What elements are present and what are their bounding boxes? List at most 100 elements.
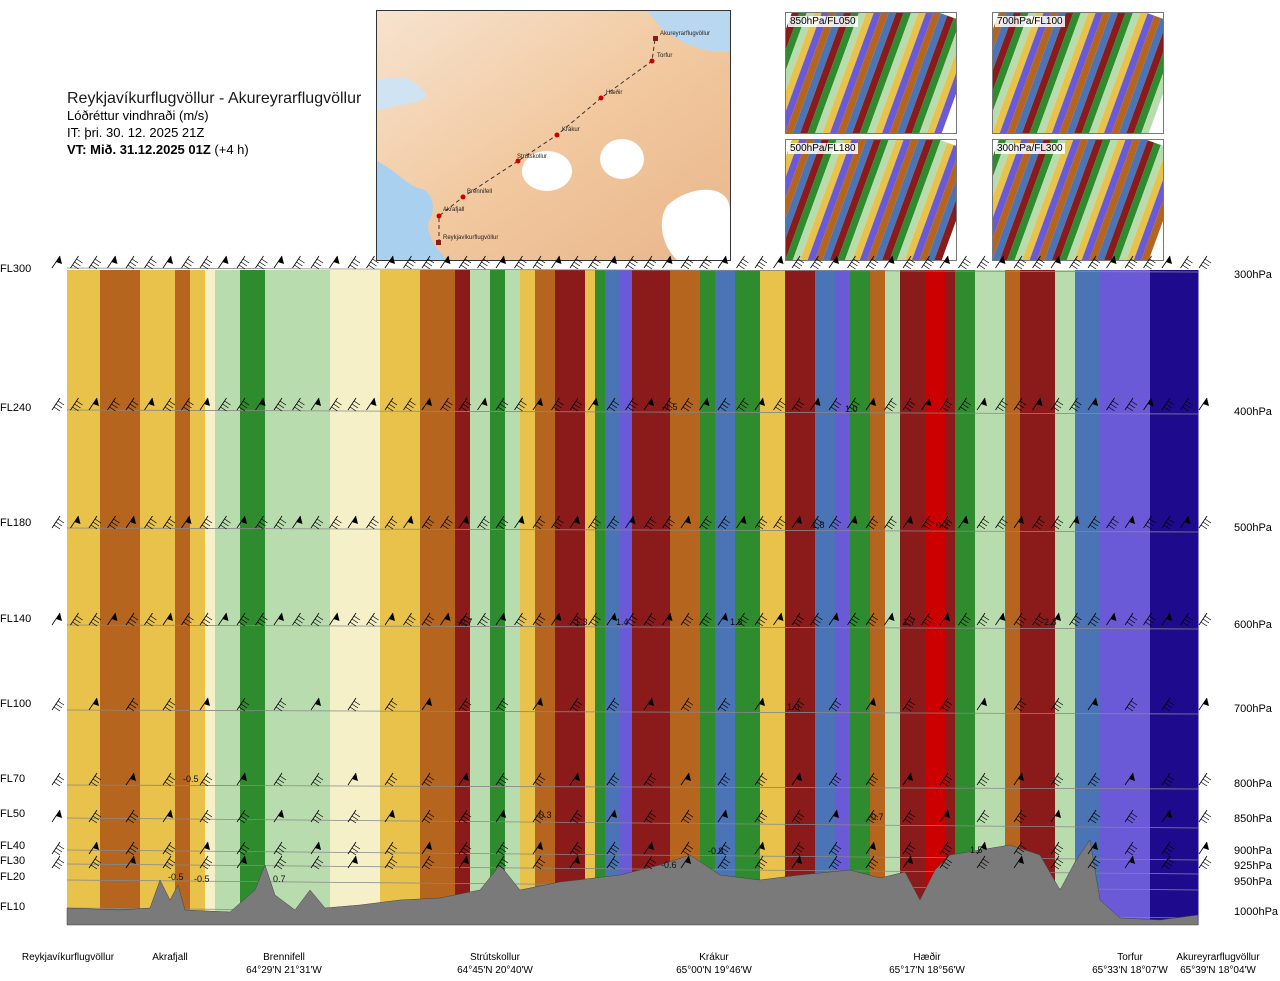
thumbnail-stripe — [993, 140, 1049, 260]
wind-barb — [310, 397, 321, 411]
wind-barb — [680, 397, 694, 412]
wind-barb — [162, 772, 176, 787]
thumbnail-stripe — [1050, 140, 1115, 260]
wind-barb — [273, 697, 287, 712]
wind-barb — [606, 612, 617, 626]
wind-barb — [181, 255, 194, 270]
wind-barb — [680, 855, 691, 869]
wind-barb — [717, 255, 728, 269]
wind-barb — [643, 397, 654, 411]
wind-barb — [1013, 841, 1027, 856]
wind-barb — [162, 697, 176, 712]
field-band — [67, 270, 101, 925]
wind-barb — [1032, 515, 1045, 530]
wind-barb — [865, 515, 879, 530]
wind-barb — [939, 772, 953, 787]
field-band — [470, 270, 491, 925]
thumbnail-stripe — [1115, 22, 1163, 133]
wind-barb — [1161, 255, 1172, 269]
wind-barb — [662, 255, 673, 269]
thumbnail-stripe — [1082, 13, 1148, 133]
wind-barb — [754, 612, 768, 627]
wind-barb — [477, 255, 490, 270]
map-label-torfur: Torfur — [657, 53, 672, 59]
wind-barb — [347, 255, 361, 270]
wind-barb — [1124, 697, 1138, 712]
thumbnail-700hpa[interactable]: 700hPa/FL100 — [992, 12, 1164, 134]
thumbnail-300hpa-svg — [993, 140, 1163, 260]
fl-label: FL20 — [0, 871, 26, 883]
location-name: Reykjavíkurflugvöllur — [21, 952, 115, 963]
thumbnail-stripe — [836, 140, 902, 260]
contour-value-label: 1.4 — [616, 617, 629, 627]
pressure-label: 1000hPa — [1234, 906, 1279, 918]
wind-barb — [1050, 841, 1064, 856]
wind-barb — [347, 855, 358, 869]
wind-barb — [588, 397, 599, 411]
fl-label: FL300 — [0, 263, 32, 275]
field-band — [535, 270, 556, 925]
wind-barb — [218, 397, 231, 412]
wind-barb — [699, 515, 712, 530]
wind-barb — [1161, 841, 1175, 856]
wind-barb — [1161, 397, 1175, 412]
wind-barb — [884, 255, 895, 269]
wind-barb — [680, 841, 694, 856]
wind-barb — [199, 397, 210, 411]
wind-barb — [199, 772, 213, 787]
thumbnail-stripe — [786, 140, 842, 260]
thumbnail-stripe — [849, 13, 915, 133]
wind-barb — [569, 772, 580, 786]
wind-barb — [125, 515, 136, 529]
field-band — [595, 270, 606, 925]
field-band — [975, 270, 1006, 925]
wind-barb — [569, 809, 583, 824]
wind-barb — [199, 855, 213, 870]
wind-barb — [902, 855, 913, 869]
wind-barb — [976, 855, 990, 870]
wind-barb — [1180, 255, 1193, 270]
wind-barb — [1161, 809, 1172, 823]
wind-barb — [495, 697, 509, 712]
wind-barb — [680, 612, 694, 627]
contour-value-label: 0.7 — [273, 874, 286, 884]
isobar-line — [66, 709, 1199, 715]
wind-barb — [939, 397, 953, 412]
thumbnail-stripe — [889, 15, 954, 133]
field-band — [215, 270, 241, 925]
contour-value-label: -0.5 — [194, 874, 210, 884]
wind-barb — [606, 841, 620, 856]
thumbnail-stripe — [1109, 147, 1163, 260]
wind-barb — [440, 397, 453, 412]
field-band — [785, 270, 816, 925]
thumbnail-850hpa[interactable]: 850hPa/FL050 — [785, 12, 957, 134]
thumbnail-300hpa[interactable]: 300hPa/FL300 — [992, 139, 1164, 261]
wind-barb — [1069, 612, 1082, 627]
wind-barb — [847, 255, 860, 270]
map-label-brennifell: Brennifell — [467, 189, 492, 195]
thumbnail-500hpa[interactable]: 500hPa/FL180 — [785, 139, 957, 261]
wind-barb — [551, 397, 564, 412]
wind-barb — [551, 515, 564, 530]
wind-barb — [791, 772, 802, 786]
wind-barb — [532, 841, 543, 855]
cross-section-plot: -1.5 1.0 1.8 0.2 -0.7 -1.3 1.4 1.3 1.7 -2.3 1.0 -0.… — [51, 255, 1212, 926]
wind-barb — [1143, 515, 1156, 530]
wind-barb — [847, 612, 860, 627]
wind-barb — [680, 255, 694, 270]
thumbnail-stripe — [816, 140, 882, 260]
wind-barb — [181, 397, 194, 412]
wind-barb — [643, 809, 657, 824]
wind-barb — [1124, 612, 1138, 627]
wind-barb — [514, 612, 527, 627]
contour-value-label: -0.3 — [536, 810, 552, 820]
wind-barb — [754, 772, 768, 787]
route-map[interactable]: Akureyrarflugvöllur Torfur Hæðir Krákur … — [376, 10, 731, 261]
wind-barb — [754, 397, 765, 411]
wind-barb — [773, 255, 784, 269]
wind-barb — [88, 397, 99, 411]
wind-barb — [273, 612, 284, 626]
thumbnail-stripe — [1043, 140, 1109, 260]
wind-barb — [902, 697, 916, 712]
wind-barb — [736, 397, 749, 412]
